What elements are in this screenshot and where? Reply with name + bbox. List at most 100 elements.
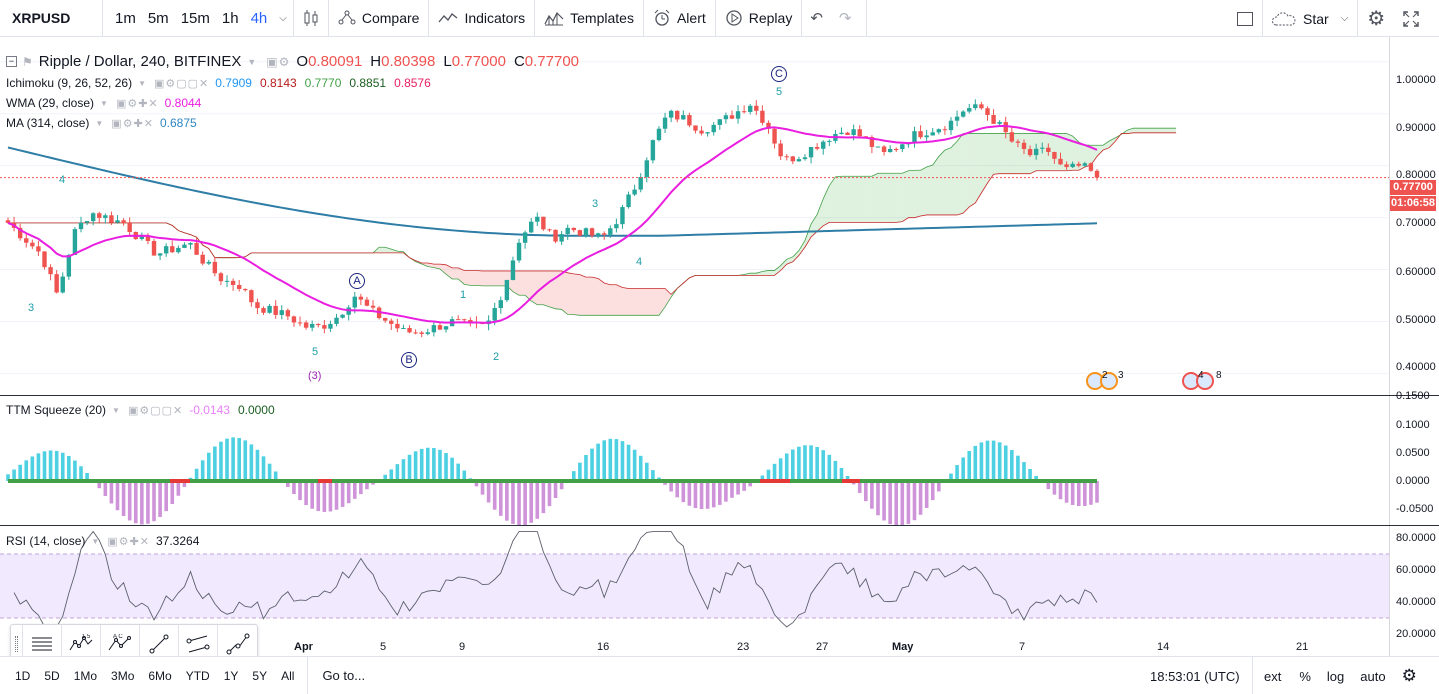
wave-label: 4: [59, 174, 66, 186]
chevron-down-icon[interactable]: ▼: [95, 118, 104, 128]
templates-button[interactable]: Templates: [535, 0, 643, 37]
trend-line-tool[interactable]: [140, 625, 179, 663]
economic-events-marker[interactable]: 2 3: [1086, 370, 1128, 390]
alert-button[interactable]: Alert: [644, 0, 715, 37]
chart-area[interactable]: − ⚑ Ripple / Dollar, 240, BITFINEX ▼ ▣⚙ …: [0, 37, 1439, 656]
indicator-controls[interactable]: ▣⚙▢▢✕: [154, 77, 210, 90]
undo-button[interactable]: ↶: [802, 0, 831, 37]
ichimoku-cloud-segment: [890, 173, 897, 223]
ttm-histogram-bar: [529, 481, 534, 523]
elliott-correction-tool[interactable]: A C: [101, 625, 140, 663]
ichimoku-cloud-segment: [847, 176, 854, 223]
ttm-histogram-bar: [918, 481, 923, 515]
goto-button[interactable]: Go to...: [322, 668, 366, 683]
fullscreen-button[interactable]: [1394, 0, 1428, 37]
ext-hours-toggle[interactable]: ext: [1264, 668, 1282, 684]
log-scale-toggle[interactable]: log: [1326, 668, 1345, 684]
chevron-down-icon[interactable]: ▼: [100, 98, 108, 108]
range-6mo[interactable]: 6Mo: [148, 668, 172, 683]
range-3mo[interactable]: 3Mo: [111, 668, 135, 683]
chevron-down-icon[interactable]: ▼: [138, 78, 146, 88]
horizontal-lines-tool[interactable]: [23, 625, 62, 663]
candle-body: [382, 318, 388, 321]
chevron-down-icon[interactable]: ▼: [112, 405, 120, 415]
candle-body: [358, 296, 364, 300]
flag-icon[interactable]: ⚑: [22, 54, 33, 69]
candle-body: [255, 302, 260, 309]
ttm-histogram-bar: [675, 481, 680, 498]
auto-scale-toggle[interactable]: auto: [1360, 668, 1386, 684]
candle-body: [693, 125, 698, 131]
chevron-down-icon[interactable]: ▼: [247, 56, 257, 67]
chart-canvas[interactable]: [0, 37, 1389, 656]
interval-1m[interactable]: 1m: [115, 9, 136, 27]
chevron-down-icon[interactable]: ▼: [91, 536, 100, 546]
ttm-histogram-bar: [505, 481, 509, 521]
gear-icon[interactable]: ⚙: [1401, 666, 1417, 685]
ttm-histogram-bar: [517, 481, 521, 526]
candles-icon: [304, 10, 318, 26]
indicator-controls[interactable]: ▣⚙✚✕: [115, 97, 159, 110]
candle-body: [431, 325, 437, 333]
settings-button[interactable]: ⚙: [1358, 0, 1394, 37]
ichimoku-cloud-segment: [439, 264, 447, 275]
series-controls[interactable]: ▣⚙: [266, 54, 291, 69]
ttm-histogram-bar: [912, 481, 917, 521]
ttm-histogram-bar: [894, 481, 899, 526]
ichimoku-cloud-segment: [1048, 133, 1055, 171]
economic-events-marker[interactable]: 4 8: [1182, 370, 1228, 390]
range-5y[interactable]: 5Y: [252, 668, 268, 683]
candle-body: [638, 176, 643, 190]
ichimoku-cloud-segment: [1084, 145, 1091, 168]
ttm-histogram-bar: [766, 469, 771, 481]
range-all[interactable]: All: [281, 668, 295, 683]
range-ytd[interactable]: YTD: [185, 668, 210, 683]
pane-divider[interactable]: [0, 525, 1439, 526]
drag-handle[interactable]: [11, 625, 23, 663]
interval-15m[interactable]: 15m: [180, 9, 210, 27]
channel-tool[interactable]: [179, 625, 218, 663]
pane-divider[interactable]: [0, 395, 1439, 396]
divider: [428, 0, 430, 37]
indicators-button[interactable]: Indicators: [429, 0, 534, 37]
indicator-controls[interactable]: ▣⚙✚✕: [111, 117, 154, 130]
fullscreen-layout-button[interactable]: [1228, 0, 1262, 37]
range-1mo[interactable]: 1Mo: [73, 668, 98, 683]
ichimoku-cloud-segment: [482, 270, 489, 286]
replay-button[interactable]: Replay: [716, 0, 802, 37]
chevron-down-icon[interactable]: ⌵: [279, 12, 287, 24]
time-tick: 14: [1157, 641, 1170, 653]
redo-button[interactable]: ↷: [831, 0, 860, 37]
candle-body: [936, 129, 942, 133]
ichimoku-cloud-segment: [999, 133, 1006, 174]
ichimoku-cloud-segment: [896, 173, 903, 223]
range-1y[interactable]: 1Y: [223, 668, 239, 683]
range-5d[interactable]: 5D: [44, 668, 60, 683]
clock[interactable]: 18:53:01 (UTC): [1150, 668, 1240, 684]
collapse-legend-button[interactable]: −: [6, 56, 17, 67]
candle-body: [1076, 163, 1081, 166]
indicator-controls[interactable]: ▣⚙✚✕: [107, 535, 150, 548]
interval-5m[interactable]: 5m: [147, 9, 169, 27]
interval-1h[interactable]: 1h: [221, 9, 239, 27]
divider: [292, 0, 294, 37]
indicator-controls[interactable]: ▣⚙▢▢✕: [127, 404, 184, 417]
candle-body: [857, 129, 862, 137]
candle-body: [851, 129, 856, 136]
chart-type-button[interactable]: [294, 0, 328, 37]
ichimoku-value-2: 0.8143: [259, 76, 297, 90]
ichimoku-cloud-segment: [817, 198, 824, 232]
symbol-search[interactable]: XRPUSD: [12, 10, 71, 26]
ichimoku-cloud-segment: [1017, 133, 1024, 174]
path-tool[interactable]: [218, 625, 257, 663]
compare-button[interactable]: Compare: [329, 0, 429, 37]
ttm-histogram-bar: [389, 469, 394, 481]
ichimoku-value-3: 0.7770: [304, 76, 342, 90]
range-1d[interactable]: 1D: [15, 668, 31, 683]
candle-body: [48, 267, 53, 275]
interval-4h[interactable]: 4h: [250, 9, 268, 27]
ttm-histogram-bar: [985, 440, 990, 481]
elliott-impulse-tool[interactable]: 1 5: [62, 625, 101, 663]
star-button[interactable]: Star ⌵: [1263, 0, 1357, 37]
percent-scale-toggle[interactable]: %: [1299, 668, 1311, 684]
